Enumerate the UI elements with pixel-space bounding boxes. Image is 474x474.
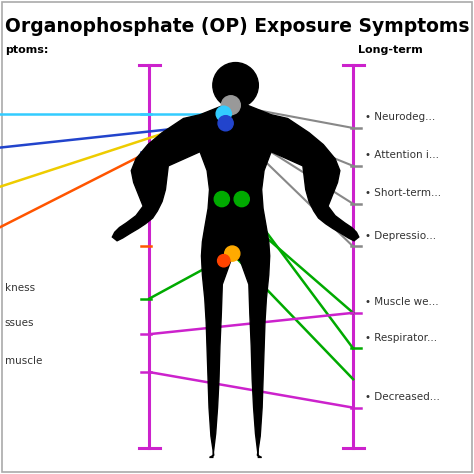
Circle shape	[218, 255, 230, 267]
Circle shape	[218, 116, 233, 131]
Circle shape	[225, 246, 240, 261]
Text: ssues: ssues	[5, 319, 34, 328]
Text: • Decreased...: • Decreased...	[365, 392, 440, 402]
Text: Long-term: Long-term	[358, 45, 423, 55]
Polygon shape	[112, 105, 359, 457]
Text: Organophosphate (OP) Exposure Symptoms: Organophosphate (OP) Exposure Symptoms	[5, 17, 469, 36]
Text: muscle: muscle	[5, 356, 42, 366]
Text: • Short-term...: • Short-term...	[365, 188, 441, 198]
Text: • Neurodeg...: • Neurodeg...	[365, 112, 435, 122]
Circle shape	[214, 191, 229, 207]
Circle shape	[221, 96, 240, 115]
Text: • Respirator...: • Respirator...	[365, 333, 437, 343]
Text: • Attention i...: • Attention i...	[365, 150, 439, 160]
Text: • Muscle we...: • Muscle we...	[365, 297, 438, 307]
Circle shape	[234, 191, 249, 207]
Circle shape	[216, 106, 231, 121]
Text: • Depressio...: • Depressio...	[365, 231, 436, 241]
Text: kness: kness	[5, 283, 35, 293]
Circle shape	[213, 63, 258, 108]
Text: ptoms:: ptoms:	[5, 45, 48, 55]
